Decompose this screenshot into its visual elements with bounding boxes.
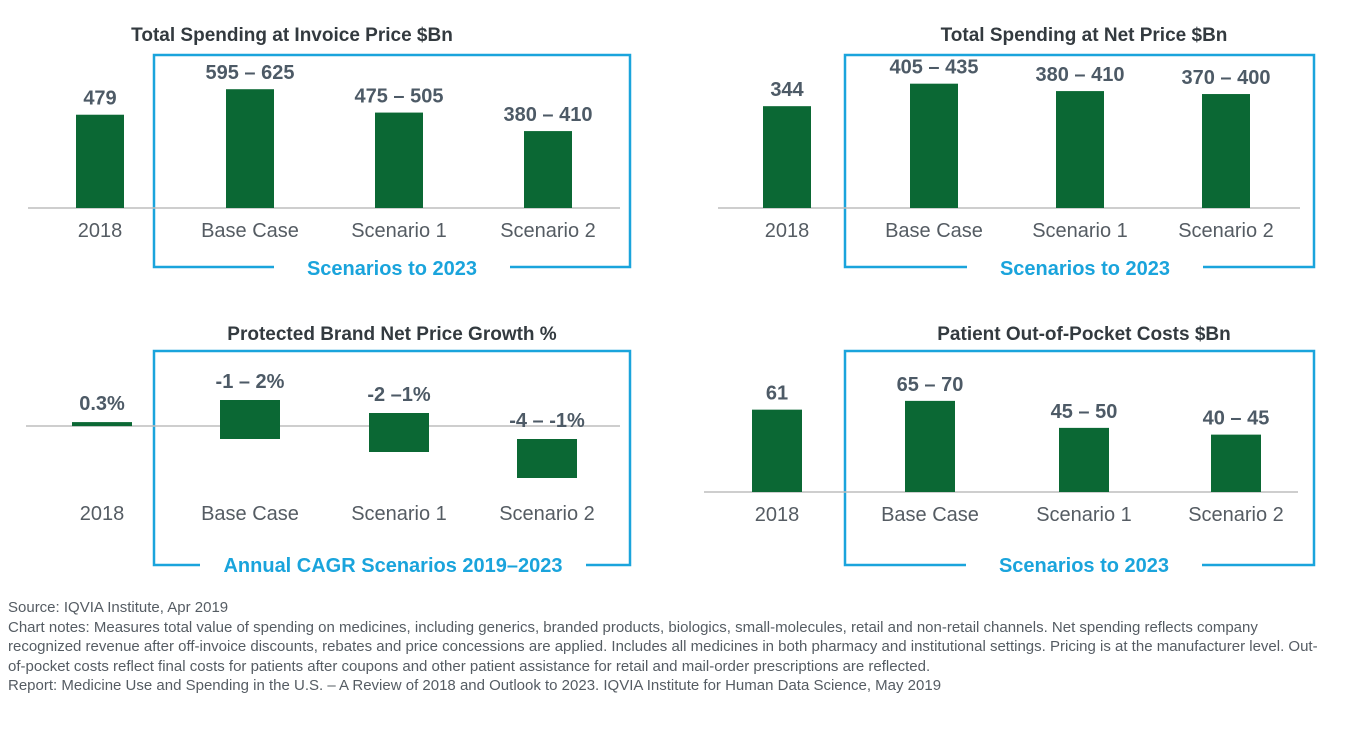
scenario-frame [843,349,1316,567]
category-label: Scenario 1 [351,220,447,242]
scenario-group-label: Annual CAGR Scenarios 2019–2023 [223,555,562,577]
report-note: Report: Medicine Use and Spending in the… [8,677,942,694]
value-label: -1 – 2% [216,371,285,393]
category-label: 2018 [755,504,800,526]
category-label: Base Case [885,220,983,242]
scenario-frame [843,53,1316,269]
chart-title: Total Spending at Invoice Price $Bn [131,25,453,46]
bar-scenario-2 [1202,94,1250,208]
bar-base-case [905,400,955,492]
value-label: 380 – 410 [1036,64,1125,86]
chart-invoice-spending: Total Spending at Invoice Price $Bn Scena… [0,0,660,290]
value-label: 479 [83,88,116,110]
value-label: 40 – 45 [1203,408,1270,430]
category-label: Scenario 1 [1032,220,1128,242]
value-label: 475 – 505 [355,86,444,108]
bar-scenario-1 [369,413,429,452]
value-label: 65 – 70 [897,374,964,396]
bar-2018 [72,422,132,427]
value-label: 344 [770,79,804,101]
chart-notes: Source: IQVIA Institute, Apr 2019 Chart … [8,598,1328,696]
chart-out-of-pocket: Patient Out-of-Pocket Costs $Bn Scenarios… [690,305,1352,590]
chart-title: Protected Brand Net Price Growth % [227,324,557,345]
bar-scenario-2 [524,131,572,208]
bar-2018 [76,114,124,208]
category-label: Base Case [201,503,299,525]
scenario-group-label: Scenarios to 2023 [999,555,1169,577]
chart-out-of-pocket-svg: Patient Out-of-Pocket Costs $Bn Scenarios… [704,324,1316,577]
bar-scenario-2 [1211,434,1261,492]
value-label: 61 [766,383,788,405]
value-label: 405 – 435 [890,57,979,79]
bar-base-case [910,83,958,208]
bar-scenario-1 [1056,91,1104,208]
value-label: 45 – 50 [1051,401,1118,423]
bar-scenario-1 [375,112,423,208]
bar-scenario-1 [1059,427,1109,492]
bar-base-case [220,400,280,439]
category-label: Scenario 2 [499,503,595,525]
chart-brand-net-price-growth: Protected Brand Net Price Growth % Annual… [0,305,660,590]
scenario-frame [152,53,632,269]
bar-2018 [763,106,811,208]
category-label: Scenario 2 [1178,220,1274,242]
chart-notes-text: Chart notes: Measures total value of spe… [8,618,1318,675]
category-label: Base Case [881,504,979,526]
value-label: -2 –1% [367,384,431,406]
value-label: 370 – 400 [1182,67,1271,89]
category-label: 2018 [765,220,810,242]
category-label: 2018 [80,503,125,525]
chart-title: Patient Out-of-Pocket Costs $Bn [937,324,1230,345]
bar-base-case [226,89,274,208]
category-label: Scenario 1 [1036,504,1132,526]
chart-brand-net-price-growth-svg: Protected Brand Net Price Growth % Annual… [26,324,632,577]
scenario-group-label: Scenarios to 2023 [307,258,477,280]
chart-title: Total Spending at Net Price $Bn [941,25,1228,46]
chart-net-spending-svg: Total Spending at Net Price $Bn Scenarios… [718,25,1316,280]
category-label: Base Case [201,220,299,242]
value-label: 595 – 625 [206,62,295,84]
chart-invoice-spending-svg: Total Spending at Invoice Price $Bn Scena… [28,25,632,280]
scenario-group-label: Scenarios to 2023 [1000,258,1170,280]
value-label: 380 – 410 [504,104,593,126]
bar-2018 [752,409,802,492]
source-note: Source: IQVIA Institute, Apr 2019 [8,599,229,616]
category-label: 2018 [78,220,123,242]
bar-scenario-2 [517,439,577,478]
category-label: Scenario 2 [1188,504,1284,526]
category-label: Scenario 2 [500,220,596,242]
chart-net-spending: Total Spending at Net Price $Bn Scenarios… [690,0,1352,290]
category-label: Scenario 1 [351,503,447,525]
value-label: 0.3% [79,393,125,415]
value-label: -4 – -1% [509,410,585,432]
scenario-frame [152,349,632,567]
